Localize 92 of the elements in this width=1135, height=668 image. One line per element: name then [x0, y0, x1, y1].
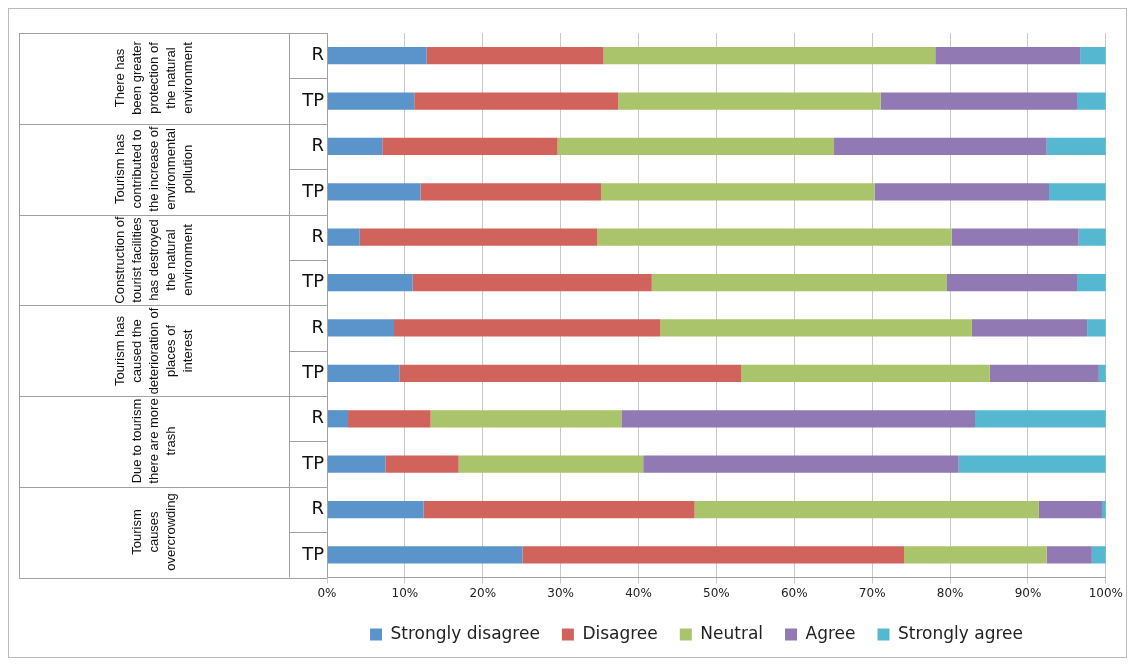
legend-label: Agree [805, 622, 856, 643]
bar [651, 273, 947, 292]
y-tick-label: R [311, 406, 324, 428]
bar [327, 410, 349, 428]
text: Tourism causes overcrowding [127, 492, 179, 573]
bar [327, 364, 400, 382]
bar [597, 228, 952, 246]
bar [643, 455, 959, 473]
bar [951, 228, 1079, 246]
bar [423, 500, 695, 519]
bar [458, 455, 644, 473]
bar [603, 47, 936, 65]
bar [1048, 183, 1106, 201]
y-tick-label: TP [301, 88, 325, 110]
bar [1091, 546, 1106, 564]
y-tick-label: R [311, 497, 324, 519]
bar [904, 546, 1047, 564]
bar [522, 546, 905, 564]
bar [741, 364, 990, 382]
bar [393, 319, 661, 337]
bar [327, 319, 394, 337]
y-tick-label: TP [301, 179, 325, 201]
text: Due to tourism there are more trash [127, 397, 179, 486]
y-tick-label: TP [301, 451, 325, 473]
bar [958, 455, 1106, 473]
x-tick-label: 80% [936, 585, 964, 600]
bar [1046, 546, 1092, 564]
bar [935, 47, 1081, 65]
x-tick-label: 100% [1088, 585, 1123, 600]
bar [1078, 228, 1106, 246]
y-tick-label: TP [301, 270, 325, 292]
x-tick-label: 60% [780, 585, 808, 600]
bar [348, 410, 431, 428]
x-tick-label: 20% [469, 585, 497, 600]
bar [601, 183, 875, 201]
x-tick-label: 0% [317, 585, 337, 600]
bar [385, 455, 459, 473]
bar [989, 364, 1099, 382]
legend-label: Neutral [700, 622, 764, 643]
bar [327, 500, 424, 519]
bar [1087, 319, 1106, 337]
bar [946, 273, 1078, 292]
y-tick-label: R [311, 134, 324, 156]
x-tick-label: 40% [625, 585, 652, 600]
bar [874, 183, 1049, 201]
legend-label: Strongly agree [897, 622, 1023, 643]
bar [327, 137, 383, 156]
legend-label: Strongly disagree [390, 622, 540, 643]
text: Tourism has caused the deterioration of places of interest [110, 306, 196, 396]
bar [694, 500, 1039, 519]
bar [618, 92, 881, 110]
bar [327, 47, 427, 65]
bar [1080, 47, 1106, 65]
bar [327, 455, 386, 473]
bar [430, 410, 622, 428]
x-tick-label: 10% [391, 585, 419, 600]
bar [1038, 500, 1102, 519]
x-tick-label: 50% [703, 585, 730, 600]
bar [971, 319, 1088, 337]
bar [399, 364, 742, 382]
bar [621, 410, 975, 428]
bar [975, 410, 1106, 428]
bar [412, 273, 652, 292]
text: Tourism has contributed to the increase of environmental pollution [110, 125, 196, 214]
y-tick-label: TP [301, 542, 325, 564]
legend-label: Disagree [582, 622, 658, 643]
bar [660, 319, 972, 337]
x-tick-label: 70% [858, 585, 886, 600]
bar [327, 546, 523, 564]
bar [1077, 273, 1106, 292]
bar [1077, 92, 1106, 110]
bar [327, 228, 360, 246]
y-tick-label: R [311, 43, 324, 65]
bar [327, 183, 421, 201]
x-tick-label: 90% [1014, 585, 1042, 600]
bar [327, 92, 415, 110]
y-tick-label: R [311, 315, 324, 337]
bar [1046, 137, 1106, 156]
bar [420, 183, 602, 201]
bar [557, 137, 835, 156]
bar [834, 137, 1047, 156]
x-tick-label: 30% [547, 585, 574, 600]
bar [382, 137, 558, 156]
text: There has been greater protection of the natural environment [110, 40, 196, 118]
y-tick-label: TP [301, 361, 325, 383]
bar [426, 47, 604, 65]
y-tick-label: R [311, 224, 324, 246]
bar [880, 92, 1078, 110]
bar [327, 273, 413, 292]
bar [359, 228, 598, 246]
text: Construction of tourist facilities has destroyed the natural environment [110, 215, 196, 305]
bar [414, 92, 619, 110]
